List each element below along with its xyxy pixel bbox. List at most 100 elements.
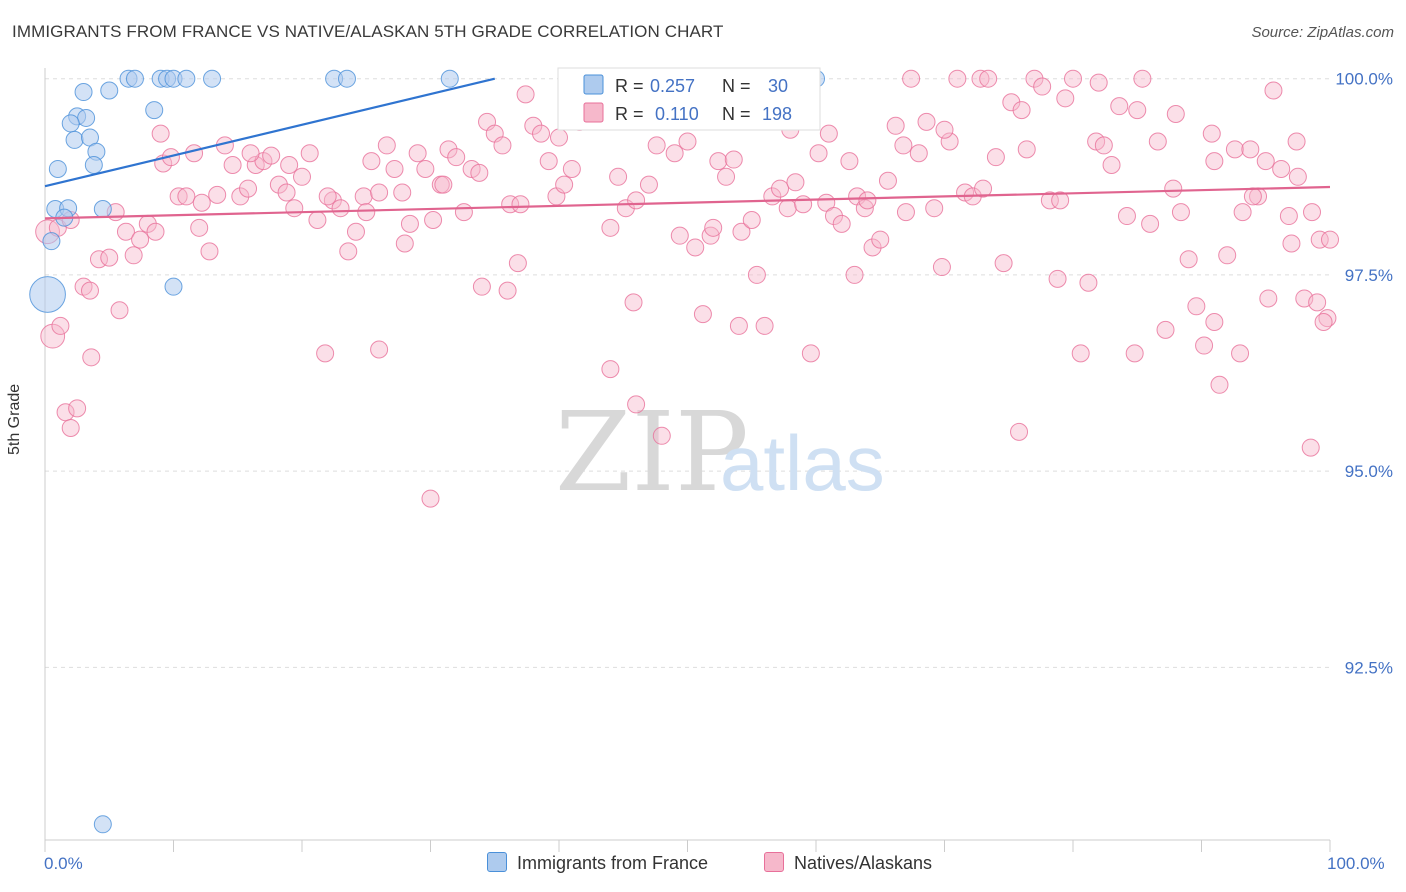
data-point: [1308, 293, 1327, 312]
data-point: [1310, 230, 1329, 249]
data-point: [639, 175, 658, 194]
data-point: [1187, 297, 1206, 316]
data-point: [190, 218, 209, 237]
data-point: [794, 195, 813, 214]
trend-line: [44, 77, 496, 188]
data-point: [508, 254, 527, 273]
natives-alaskans-points: [35, 69, 1339, 508]
x-tick-label-max: 100.0%: [1327, 854, 1385, 873]
data-point: [840, 152, 859, 171]
data-point: [1025, 69, 1044, 88]
data-point: [824, 207, 843, 226]
data-point: [724, 150, 743, 169]
trend-line: [44, 185, 1331, 220]
data-point: [1231, 344, 1250, 363]
data-point: [1195, 336, 1214, 355]
data-point: [93, 199, 112, 218]
data-point: [395, 234, 414, 253]
data-point: [550, 128, 568, 147]
data-point: [339, 242, 358, 261]
trend-lines: [44, 77, 1331, 220]
data-point: [1010, 422, 1029, 441]
data-point: [77, 108, 96, 127]
data-point: [516, 85, 535, 104]
data-point: [627, 191, 646, 210]
data-point: [362, 152, 381, 171]
data-point: [532, 124, 551, 143]
data-point: [1128, 101, 1147, 120]
data-point: [1210, 375, 1229, 394]
data-point: [809, 144, 828, 163]
data-point: [408, 144, 427, 163]
data-point: [164, 277, 183, 296]
data-point: [902, 69, 921, 88]
data-point: [1094, 136, 1113, 155]
data-point: [1125, 344, 1144, 363]
data-point: [971, 69, 990, 88]
data-point: [871, 230, 890, 249]
watermark-zip: ZIP: [555, 388, 749, 516]
y-tick-labels: 100.0% 97.5% 95.0% 92.5%: [1335, 70, 1393, 678]
legend-swatch-pink: [583, 102, 604, 123]
data-point: [1164, 179, 1183, 198]
data-point: [177, 187, 196, 206]
data-point: [717, 167, 736, 186]
data-point: [601, 360, 620, 379]
legend-item-natives-alaskans[interactable]: Natives/Alaskans: [764, 852, 932, 874]
data-point: [1056, 89, 1075, 108]
data-point: [1171, 203, 1190, 222]
data-point: [185, 144, 204, 163]
data-point: [42, 232, 61, 251]
data-point: [747, 265, 766, 284]
y-tick-label: 95.0%: [1345, 462, 1393, 481]
data-point: [755, 316, 774, 335]
data-point: [925, 199, 944, 218]
data-point: [729, 316, 748, 335]
data-point: [377, 136, 396, 155]
legend-n-value-1: 30: [768, 76, 788, 96]
data-point: [125, 69, 144, 88]
data-point: [498, 281, 517, 300]
data-point: [146, 222, 165, 241]
axes: [44, 68, 1331, 852]
data-point: [845, 265, 864, 284]
data-point: [858, 191, 877, 210]
data-point: [1287, 132, 1306, 151]
data-point: [300, 144, 319, 163]
data-point: [208, 185, 227, 204]
data-point: [894, 136, 913, 155]
data-point: [293, 167, 311, 186]
legend-label-immigrants-france: Immigrants from France: [517, 853, 709, 873]
data-point: [316, 344, 335, 363]
data-point: [1243, 187, 1262, 206]
data-point: [686, 238, 705, 257]
data-point: [678, 132, 697, 151]
data-point: [370, 340, 389, 359]
data-point: [29, 276, 66, 313]
stats-legend: R = 0.257 N = 30 R = 0.110 N = 198: [557, 67, 821, 131]
data-point: [511, 195, 530, 214]
data-point: [277, 183, 296, 202]
data-point: [61, 114, 80, 133]
data-point: [1301, 438, 1320, 457]
data-point: [1141, 214, 1160, 233]
data-point: [421, 489, 440, 508]
data-point: [704, 218, 723, 237]
data-point: [562, 159, 581, 178]
chart-title: IMMIGRANTS FROM FRANCE VS NATIVE/ALASKAN…: [12, 22, 724, 41]
data-point: [241, 144, 260, 163]
data-point: [262, 146, 281, 165]
data-point: [447, 148, 466, 167]
data-point: [110, 301, 129, 320]
data-point: [200, 242, 219, 261]
y-tick-label: 97.5%: [1345, 266, 1393, 285]
data-point: [1205, 152, 1224, 171]
legend-item-immigrants-france[interactable]: Immigrants from France: [487, 852, 708, 874]
data-point: [524, 116, 543, 135]
data-point: [1314, 313, 1333, 331]
data-point: [917, 112, 936, 131]
data-point: [1048, 269, 1067, 288]
data-point: [1117, 207, 1136, 226]
source-label: Source: ZipAtlas.com: [1251, 24, 1394, 41]
